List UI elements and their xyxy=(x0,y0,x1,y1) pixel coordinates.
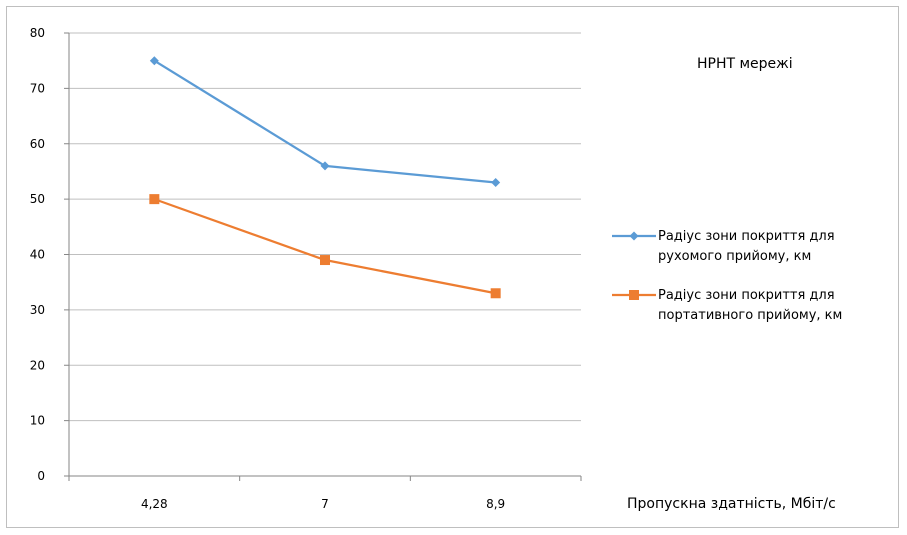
legend-label-1-line1: Радіус зони покриття для xyxy=(658,288,835,303)
legend: Радіус зони покриття для рухомого прийому… xyxy=(612,229,842,323)
gridlines xyxy=(69,32,581,422)
y-tick-label-0: 0 xyxy=(37,469,45,483)
series-1-point-1 xyxy=(320,255,330,266)
axes xyxy=(64,32,582,481)
y-tick-label-10: 10 xyxy=(30,414,45,428)
y-tick-label-80: 80 xyxy=(30,26,45,40)
y-tick-label-30: 30 xyxy=(30,303,45,317)
chart-title: HPHT мережі xyxy=(697,56,793,72)
chart-frame xyxy=(6,6,899,528)
x-tick-labels: 4,28 7 8,9 xyxy=(141,497,505,511)
x-tick-label-1: 7 xyxy=(321,497,329,511)
series-0-point-1 xyxy=(320,161,330,171)
x-tick-label-2: 8,9 xyxy=(486,497,505,511)
series-0-point-2 xyxy=(491,178,501,188)
legend-label-0-line1: Радіус зони покриття для xyxy=(658,229,835,244)
y-tick-label-40: 40 xyxy=(30,248,45,262)
y-tick-label-50: 50 xyxy=(30,192,45,206)
legend-swatch-marker-1 xyxy=(629,290,639,300)
series-1-line xyxy=(153,198,496,295)
y-tick-label-20: 20 xyxy=(30,358,45,372)
x-tick-label-0: 4,28 xyxy=(141,497,168,511)
series-1-point-0 xyxy=(149,194,160,205)
y-tick-label-70: 70 xyxy=(30,81,45,95)
legend-label-0-line2: рухомого прийому, км xyxy=(658,249,811,264)
x-axis-label: Пропускна здатність, Мбіт/с xyxy=(627,496,836,512)
series-1-point-2 xyxy=(490,288,501,299)
series-0-point-0 xyxy=(149,56,159,66)
legend-swatch-marker-0 xyxy=(629,231,639,241)
series-group xyxy=(149,56,501,299)
y-tick-labels: 0 10 20 30 40 50 60 70 80 xyxy=(30,26,45,483)
legend-label-1-line2: портативного прийому, км xyxy=(658,308,842,323)
y-tick-label-60: 60 xyxy=(30,137,45,151)
